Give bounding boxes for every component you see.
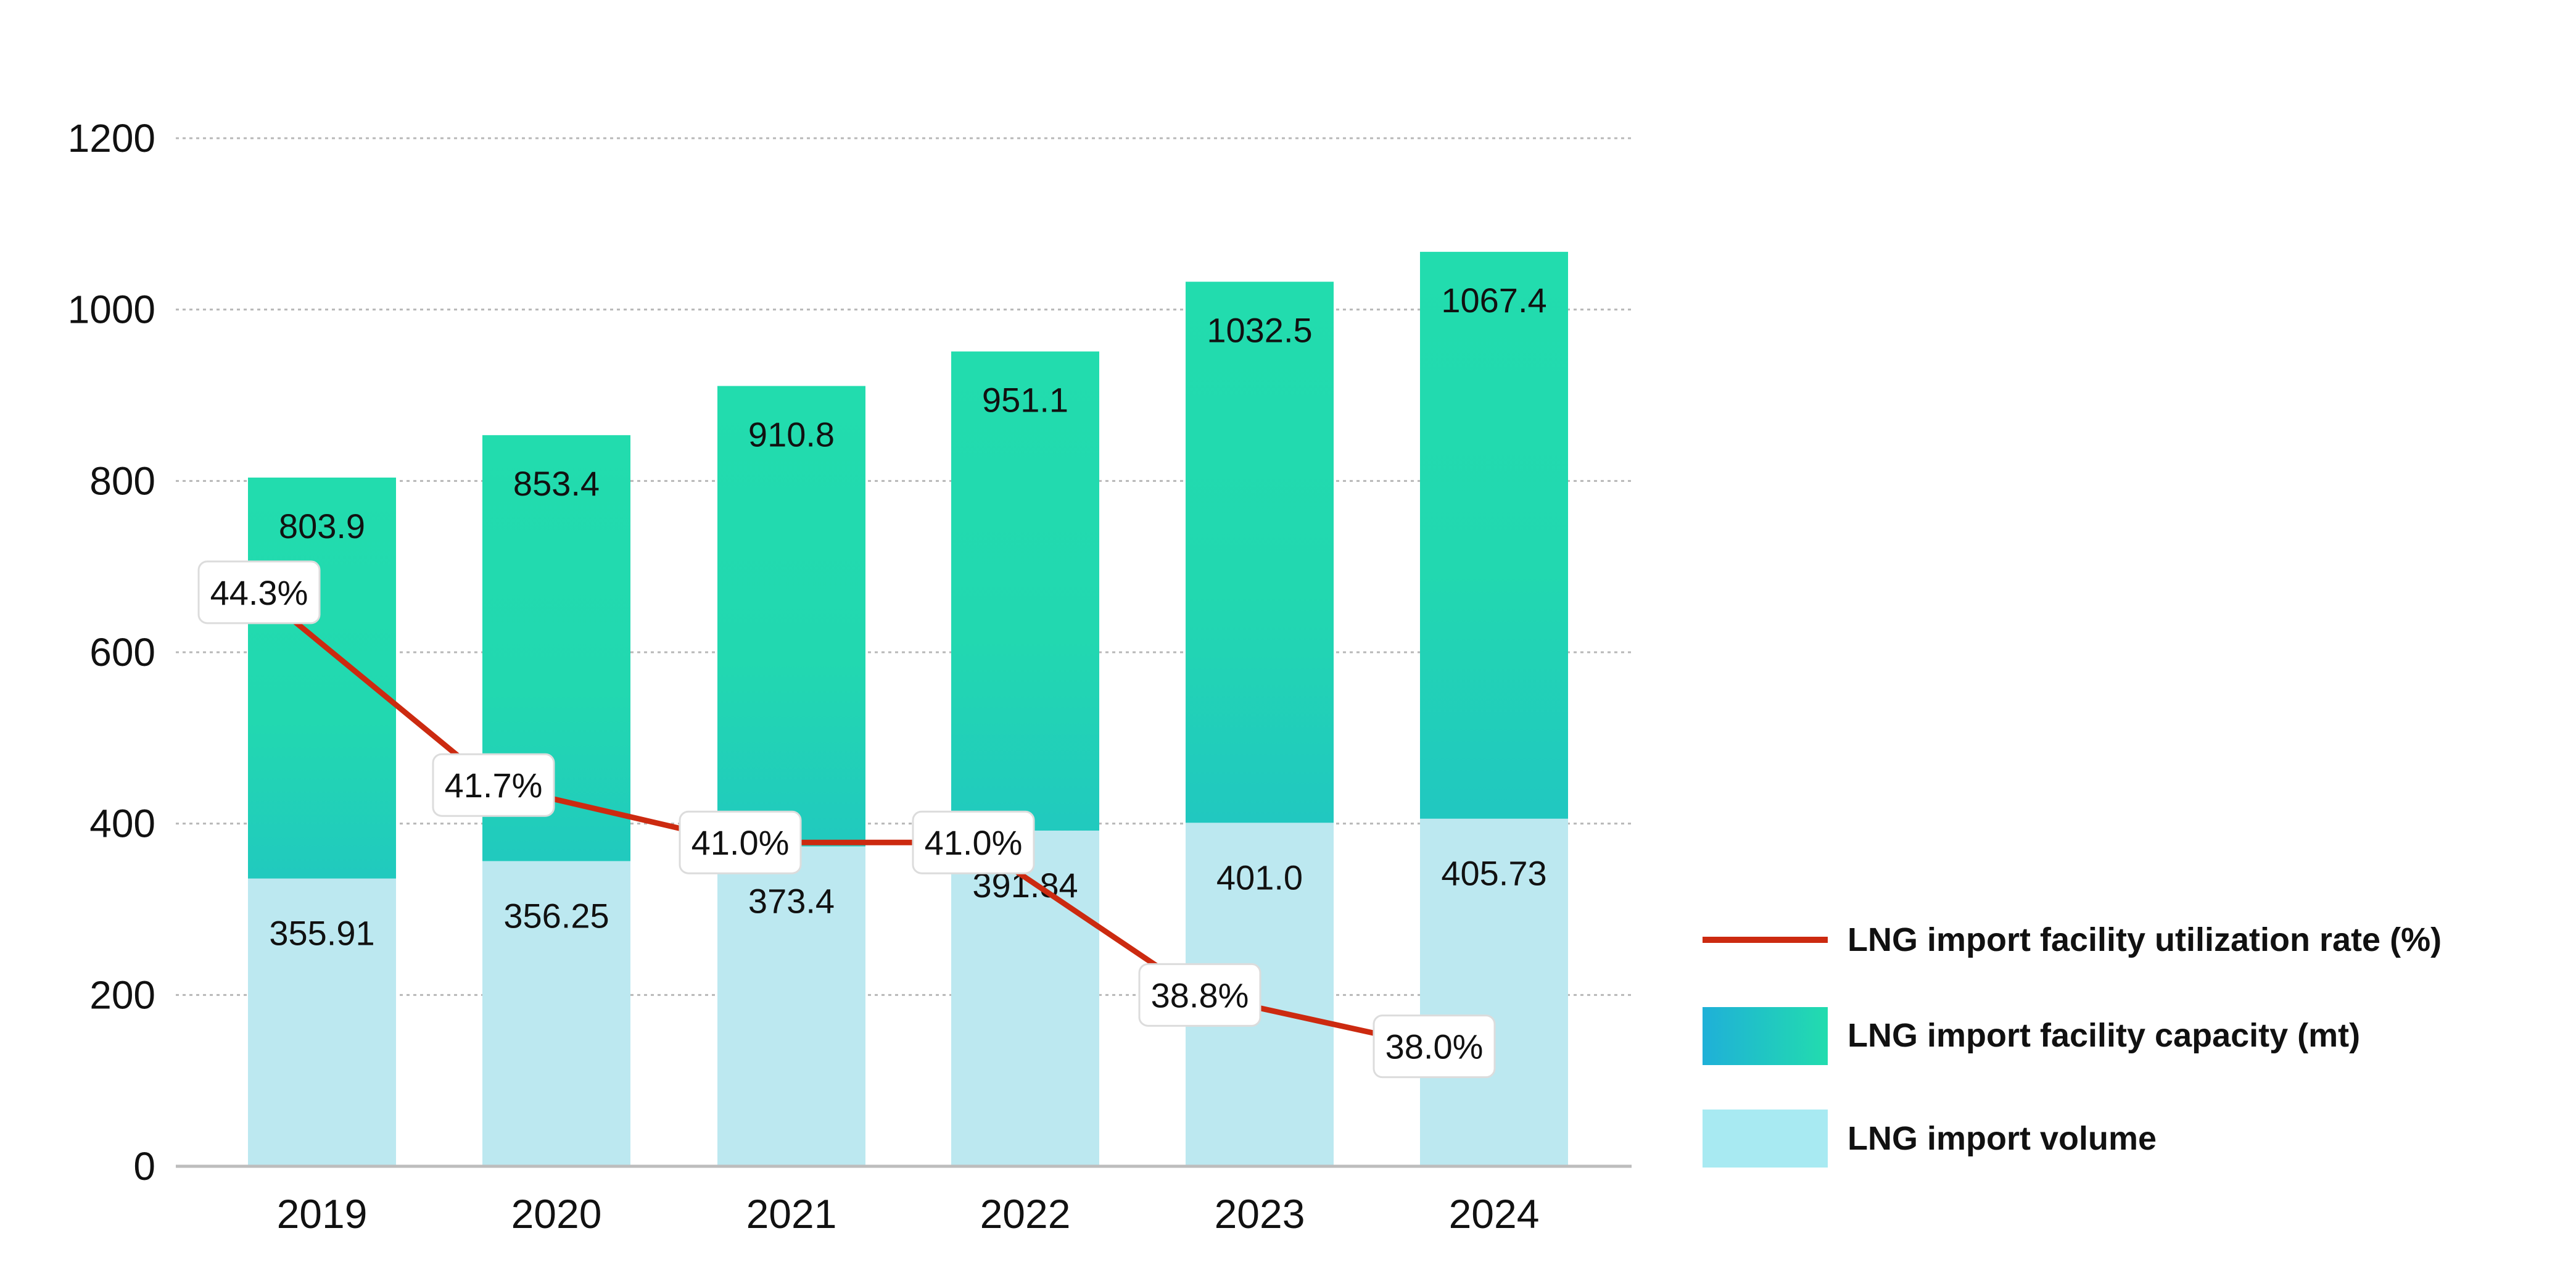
utilization-label-text: 38.8% <box>1151 976 1249 1014</box>
utilization-label: 41.7% <box>432 753 555 817</box>
volume-bar <box>482 861 630 1166</box>
capacity-value-label: 1032.5 <box>1207 311 1312 350</box>
capacity-value-label: 1067.4 <box>1441 281 1546 320</box>
volume-value-label: 373.4 <box>748 882 835 921</box>
utilization-label-box <box>912 810 1035 874</box>
utilization-label-text: 41.0% <box>925 823 1023 862</box>
utilization-label-box <box>679 810 802 874</box>
volume-bar <box>1420 818 1568 1166</box>
legend-volume-swatch <box>1703 1110 1828 1168</box>
utilization-label: 38.0% <box>1373 1014 1496 1079</box>
gridlines <box>176 137 1632 996</box>
legend-label-rate: LNG import facility utilization rate (%) <box>1847 921 2442 958</box>
y-tick-label: 400 <box>89 802 155 846</box>
utilization-label-text: 38.0% <box>1385 1027 1484 1066</box>
utilization-label: 41.0% <box>912 810 1035 874</box>
utilization-label-box <box>197 560 321 624</box>
volume-bar <box>717 846 865 1166</box>
capacity-value-label: 910.8 <box>748 415 835 454</box>
legend-label-volume: LNG import volume <box>1847 1120 2157 1157</box>
volume-value-label: 356.25 <box>503 896 609 935</box>
legend-label-capacity: LNG import facility capacity (mt) <box>1847 1017 2360 1054</box>
x-tick-label: 2024 <box>1449 1191 1540 1237</box>
capacity-value-label: 803.9 <box>279 507 365 546</box>
x-tick-label: 2023 <box>1215 1191 1305 1237</box>
utilization-label-box <box>432 753 555 817</box>
utilization-label: 41.0% <box>679 810 802 874</box>
volume-value-label: 355.91 <box>269 914 374 953</box>
y-tick-label: 800 <box>89 458 155 503</box>
utilization-labels: 44.3% 41.7% 41.0% 41.0% 38.8% 38.0% <box>197 560 1496 1079</box>
volume-value-label: 405.73 <box>1441 854 1546 893</box>
utilization-label: 44.3% <box>197 560 321 624</box>
utilization-label: 38.8% <box>1138 963 1261 1027</box>
x-tick-label: 2022 <box>980 1191 1071 1237</box>
bar-value-labels: 803.9355.91853.4356.25910.8373.4951.1391… <box>269 281 1546 953</box>
x-tick-label: 2019 <box>277 1191 368 1237</box>
y-tick-label: 200 <box>89 973 155 1017</box>
x-tick-label: 2020 <box>511 1191 602 1237</box>
volume-value-label: 401.0 <box>1216 858 1303 897</box>
bars <box>248 252 1568 1167</box>
utilization-label-box <box>1138 963 1261 1027</box>
utilization-label-text: 44.3% <box>210 573 308 612</box>
capacity-value-label: 853.4 <box>513 464 600 503</box>
y-tick-label: 1200 <box>68 116 155 160</box>
y-tick-label: 1000 <box>68 288 155 332</box>
legend-capacity-swatch <box>1703 1007 1828 1065</box>
utilization-label-text: 41.0% <box>691 823 790 862</box>
volume-bar <box>951 830 1099 1166</box>
utilization-label-text: 41.7% <box>445 766 543 805</box>
x-axis-ticks: 2019 2020 2021 2022 2023 2024 <box>277 1191 1540 1237</box>
y-tick-label: 600 <box>89 630 155 674</box>
y-tick-label: 0 <box>133 1144 155 1189</box>
y-axis-ticks: 0 200 400 600 800 1000 1200 <box>68 116 155 1189</box>
volume-bar <box>248 878 396 1166</box>
x-tick-label: 2021 <box>746 1191 837 1237</box>
capacity-value-label: 951.1 <box>982 381 1068 420</box>
utilization-label-box <box>1373 1014 1496 1079</box>
legend: LNG import facility utilization rate (%)… <box>1703 921 2442 1168</box>
